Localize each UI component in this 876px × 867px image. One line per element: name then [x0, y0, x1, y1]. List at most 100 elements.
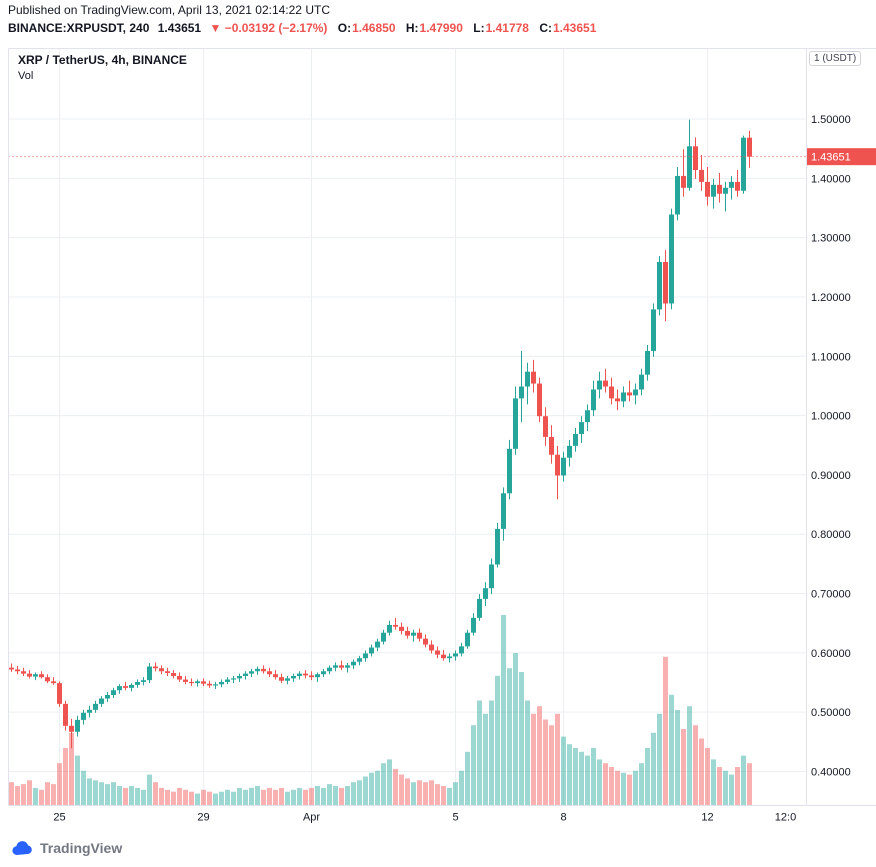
price-tick-label: 0.40000	[811, 767, 851, 779]
volume-bar	[519, 672, 524, 805]
candle-body	[507, 448, 512, 494]
candle-body	[165, 671, 170, 674]
volume-bar	[363, 776, 368, 805]
chart-canvas[interactable]: 1.50000 1.40000 1.30000 1.20000 1.10000 1.000…	[0, 0, 876, 835]
candle-body	[549, 436, 554, 455]
volume-bar	[627, 774, 632, 805]
volume-bar	[45, 782, 50, 805]
volume-bar	[111, 782, 116, 805]
time-tick-label: 8	[560, 812, 566, 824]
candle-body	[33, 674, 38, 677]
volume-bar	[63, 748, 68, 805]
volume-bar	[237, 787, 242, 805]
close-label: C:	[539, 21, 552, 35]
candle-body	[129, 684, 134, 688]
volume-bar	[447, 787, 452, 805]
volume-bar	[399, 774, 404, 805]
candle-body	[99, 698, 104, 704]
time-tick-label: 29	[197, 812, 209, 824]
volume-bar	[543, 719, 548, 805]
candle-series	[9, 119, 752, 749]
last-price: 1.43651	[157, 21, 202, 35]
candle-body	[417, 632, 422, 639]
candle-body	[27, 673, 32, 677]
volume-bar	[735, 767, 740, 805]
symbol-ohlc-bar: BINANCE:XRPUSDT, 240 1.43651 ▼ −0.03192 …	[8, 21, 596, 35]
volume-bar	[747, 763, 752, 805]
price-change: −0.03192 (−2.17%)	[224, 21, 328, 35]
price-axis[interactable]: 1.50000 1.40000 1.30000 1.20000 1.10000 1.000…	[807, 114, 876, 779]
volume-bar	[471, 725, 476, 805]
volume-bar	[741, 755, 746, 805]
volume-bar	[315, 786, 320, 805]
low-label: L:	[473, 21, 485, 35]
candle-body	[147, 666, 152, 681]
volume-bar	[33, 787, 38, 805]
high-value: 1.47990	[419, 21, 463, 35]
volume-bar	[333, 786, 338, 805]
candle-body	[189, 681, 194, 684]
candle-body	[669, 214, 674, 304]
volume-bar	[231, 791, 236, 805]
volume-bar	[303, 789, 308, 805]
price-tick-label: 1.50000	[811, 114, 851, 126]
candle-body	[321, 671, 326, 675]
candle-body	[15, 669, 20, 672]
volume-bar	[141, 789, 146, 805]
volume-bar	[729, 774, 734, 805]
candle-body	[51, 681, 56, 684]
candle-body	[111, 690, 116, 695]
price-tick-label: 0.80000	[811, 529, 851, 541]
candle-body	[369, 647, 374, 654]
candle-body	[495, 528, 500, 565]
candle-body	[171, 673, 176, 676]
volume-bar	[57, 763, 62, 805]
volume-bar	[207, 791, 212, 805]
published-line: Published on TradingView.com, April 13, …	[8, 3, 330, 17]
volume-bar	[579, 751, 584, 805]
volume-bar	[159, 787, 164, 805]
candle-body	[351, 661, 356, 666]
candle-body	[231, 678, 236, 680]
volume-series	[9, 615, 752, 805]
candle-body	[255, 668, 260, 672]
volume-bar	[261, 789, 266, 805]
candle-body	[483, 588, 488, 599]
price-tick-label: 0.50000	[811, 707, 851, 719]
volume-bar	[15, 786, 20, 805]
price-tick-label: 1.10000	[811, 351, 851, 363]
price-tick-label: 1.00000	[811, 411, 851, 423]
candle-body	[687, 146, 692, 188]
volume-bar	[651, 732, 656, 805]
volume-bar	[345, 786, 350, 805]
time-tick-label: 25	[53, 812, 65, 824]
candle-body	[267, 671, 272, 675]
volume-bar	[99, 782, 104, 805]
candle-body	[633, 389, 638, 396]
candle-body	[519, 386, 524, 399]
candle-body	[21, 671, 26, 674]
candle-body	[237, 675, 242, 679]
candle-body	[555, 454, 560, 476]
volume-bar	[117, 786, 122, 805]
candle-body	[441, 654, 446, 659]
volume-bar	[573, 748, 578, 805]
candle-body	[39, 674, 44, 678]
volume-bar	[567, 744, 572, 805]
volume-bar	[699, 738, 704, 805]
candle-body	[573, 433, 578, 446]
volume-bar	[495, 675, 500, 805]
volume-bar	[75, 755, 80, 805]
volume-bar	[705, 748, 710, 805]
candle-body	[705, 181, 710, 197]
volume-bar	[465, 751, 470, 805]
tradingview-logo-link[interactable]: TradingView	[10, 840, 122, 856]
candle-body	[207, 683, 212, 686]
candle-body	[81, 712, 86, 720]
volume-bar	[339, 787, 344, 805]
candle-body	[123, 686, 128, 688]
time-axis[interactable]: 25 29 Apr 5 8 12 12:0	[53, 812, 796, 824]
volume-bar	[189, 791, 194, 805]
candle-body	[525, 371, 530, 387]
candle-body	[645, 350, 650, 375]
